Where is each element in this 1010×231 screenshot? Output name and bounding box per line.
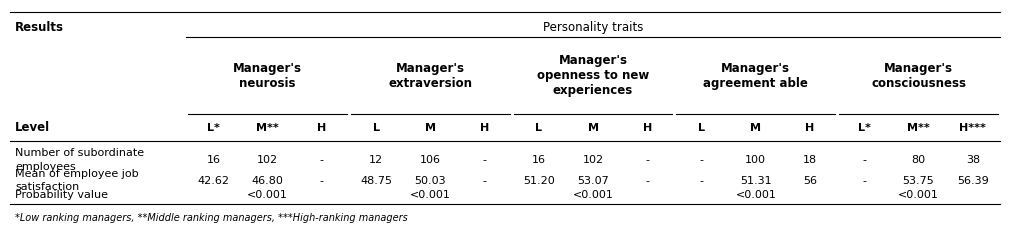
Text: L: L bbox=[698, 123, 705, 133]
Text: Manager's
extraversion: Manager's extraversion bbox=[389, 62, 473, 90]
Text: 42.62: 42.62 bbox=[197, 176, 229, 186]
Text: Results: Results bbox=[15, 21, 64, 34]
Text: L: L bbox=[535, 123, 542, 133]
Text: -: - bbox=[645, 176, 649, 186]
Text: -: - bbox=[700, 155, 704, 165]
Text: 53.07: 53.07 bbox=[578, 176, 609, 186]
Text: -: - bbox=[483, 155, 487, 165]
Text: M: M bbox=[750, 123, 762, 133]
Text: L: L bbox=[373, 123, 380, 133]
Text: 18: 18 bbox=[803, 155, 817, 165]
Text: 51.31: 51.31 bbox=[740, 176, 772, 186]
Text: -: - bbox=[863, 176, 867, 186]
Text: Mean of employee job: Mean of employee job bbox=[15, 169, 138, 179]
Text: -: - bbox=[320, 155, 324, 165]
Text: 106: 106 bbox=[420, 155, 441, 165]
Text: 80: 80 bbox=[911, 155, 925, 165]
Text: employees: employees bbox=[15, 162, 76, 172]
Text: 100: 100 bbox=[745, 155, 767, 165]
Text: <0.001: <0.001 bbox=[573, 190, 613, 201]
Text: -: - bbox=[645, 155, 649, 165]
Text: 102: 102 bbox=[258, 155, 278, 165]
Text: 56: 56 bbox=[803, 176, 817, 186]
Text: H: H bbox=[317, 123, 326, 133]
Text: H: H bbox=[480, 123, 489, 133]
Text: -: - bbox=[863, 155, 867, 165]
Text: 46.80: 46.80 bbox=[251, 176, 284, 186]
Text: 12: 12 bbox=[369, 155, 383, 165]
Text: satisfaction: satisfaction bbox=[15, 182, 80, 192]
Text: -: - bbox=[483, 176, 487, 186]
Text: H: H bbox=[805, 123, 815, 133]
Text: H: H bbox=[642, 123, 652, 133]
Text: <0.001: <0.001 bbox=[410, 190, 450, 201]
Text: -: - bbox=[320, 176, 324, 186]
Text: Personality traits: Personality traits bbox=[543, 21, 643, 34]
Text: M: M bbox=[425, 123, 436, 133]
Text: Manager's
neurosis: Manager's neurosis bbox=[233, 62, 302, 90]
Text: Level: Level bbox=[15, 121, 50, 134]
Text: <0.001: <0.001 bbox=[247, 190, 288, 201]
Text: Manager's
consciousness: Manager's consciousness bbox=[871, 62, 966, 90]
Text: Manager's
openness to new
experiences: Manager's openness to new experiences bbox=[537, 54, 649, 97]
Text: -: - bbox=[700, 176, 704, 186]
Text: *Low ranking managers, **Middle ranking managers, ***High-ranking managers: *Low ranking managers, **Middle ranking … bbox=[15, 213, 408, 223]
Text: 53.75: 53.75 bbox=[903, 176, 934, 186]
Text: 51.20: 51.20 bbox=[523, 176, 554, 186]
Text: 50.03: 50.03 bbox=[414, 176, 446, 186]
Text: Probability value: Probability value bbox=[15, 190, 108, 201]
Text: 38: 38 bbox=[966, 155, 980, 165]
Text: 56.39: 56.39 bbox=[956, 176, 989, 186]
Text: 16: 16 bbox=[532, 155, 545, 165]
Text: M**: M** bbox=[257, 123, 279, 133]
Text: M**: M** bbox=[907, 123, 930, 133]
Text: L*: L* bbox=[857, 123, 871, 133]
Text: M: M bbox=[588, 123, 599, 133]
Text: <0.001: <0.001 bbox=[898, 190, 939, 201]
Text: 102: 102 bbox=[583, 155, 604, 165]
Text: L*: L* bbox=[207, 123, 220, 133]
Text: <0.001: <0.001 bbox=[735, 190, 777, 201]
Text: 48.75: 48.75 bbox=[361, 176, 392, 186]
Text: Number of subordinate: Number of subordinate bbox=[15, 148, 144, 158]
Text: 16: 16 bbox=[206, 155, 220, 165]
Text: Manager's
agreement able: Manager's agreement able bbox=[703, 62, 808, 90]
Text: H***: H*** bbox=[960, 123, 986, 133]
